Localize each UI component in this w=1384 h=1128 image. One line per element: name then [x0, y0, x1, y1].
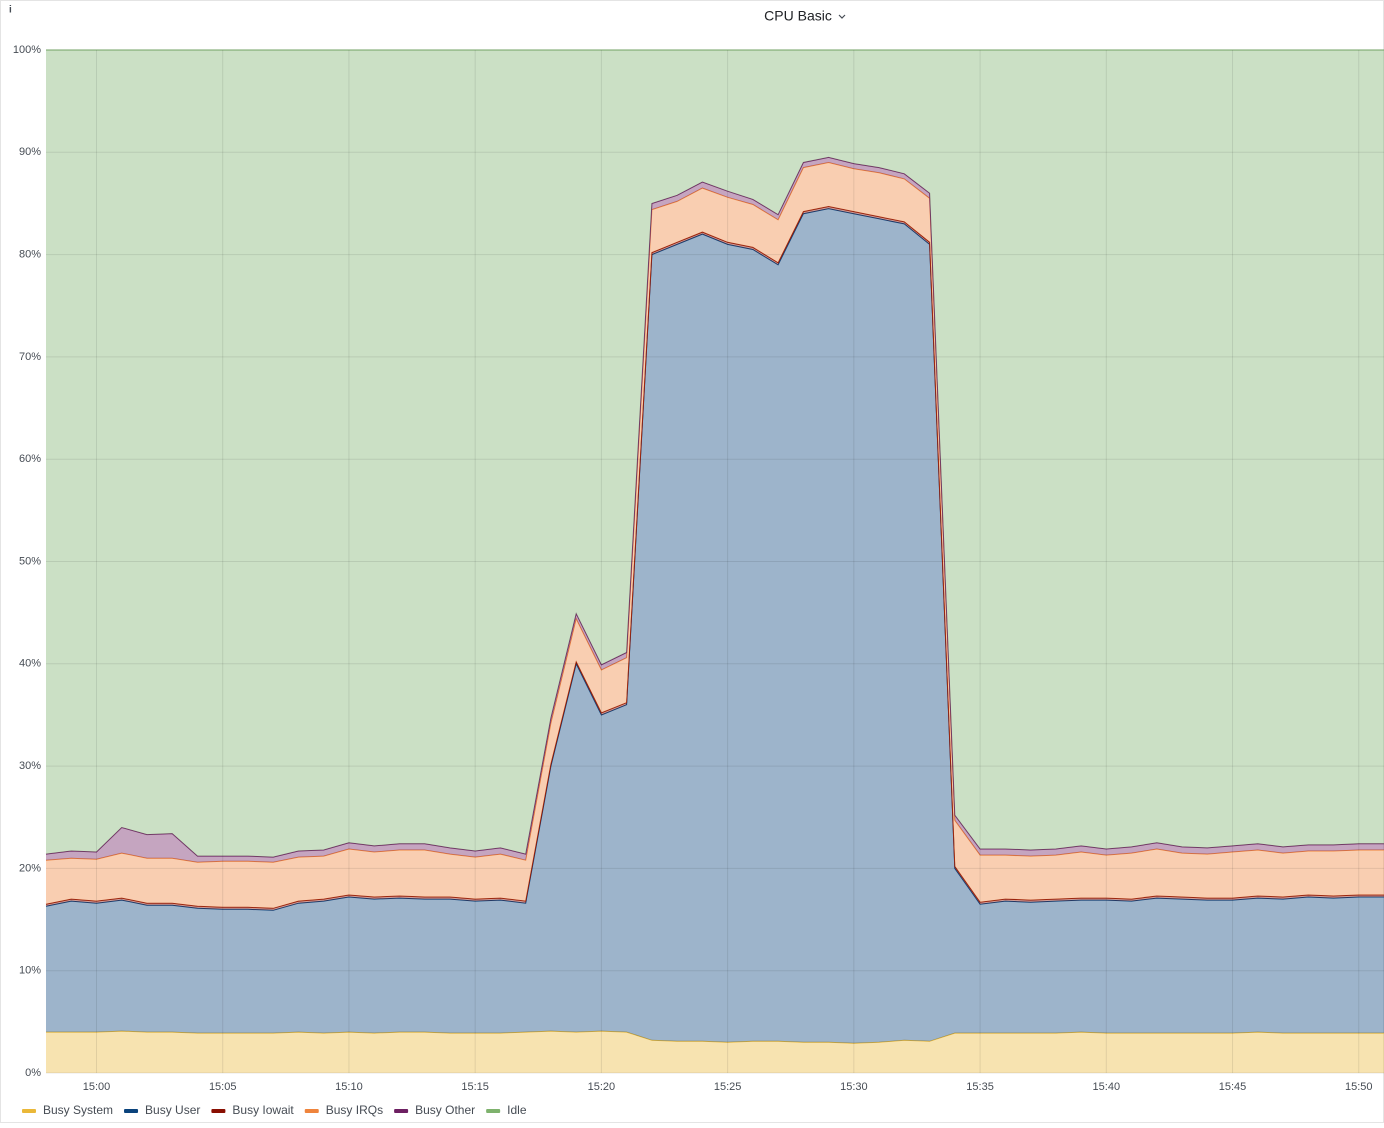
y-tick-label: 100% — [13, 44, 41, 56]
y-tick-label: 10% — [19, 965, 41, 977]
chart-title[interactable]: CPU Basic — [764, 8, 832, 24]
y-tick-label: 70% — [19, 351, 41, 363]
axes: 0% 10% 20% 30% 40% 50% 60% 70% 80% 90% 100% 15:00 15… — [13, 44, 1384, 1093]
legend-swatch — [211, 1109, 226, 1113]
series-line — [45, 161, 1384, 863]
series-line — [45, 208, 1384, 911]
y-tick-label: 30% — [19, 760, 41, 772]
x-tick-label: 15:40 — [1093, 1081, 1121, 1093]
x-tick-label: 15:15 — [461, 1081, 489, 1093]
series-line — [45, 205, 1384, 909]
series-line — [45, 156, 1384, 858]
legend-swatch — [304, 1109, 319, 1113]
area-fill — [46, 1031, 1384, 1073]
x-tick-label: 15:05 — [209, 1081, 237, 1093]
legend-swatch — [124, 1109, 139, 1113]
x-tick-label: 15:20 — [588, 1081, 616, 1093]
plot-area — [45, 49, 1384, 1073]
legend-label[interactable]: Busy User — [145, 1103, 200, 1117]
x-tick-label: 15:35 — [966, 1081, 994, 1093]
legend-swatch — [22, 1109, 36, 1113]
y-tick-label: 90% — [19, 146, 41, 158]
y-tick-label: 0% — [25, 1067, 41, 1079]
series-line — [46, 1030, 1384, 1044]
y-tick-label: 60% — [19, 453, 41, 465]
x-tick-label: 15:10 — [335, 1081, 363, 1093]
legend-label[interactable]: Busy Iowait — [232, 1103, 294, 1117]
title-chevron[interactable] — [838, 14, 846, 19]
x-tick-label: 15:25 — [714, 1081, 742, 1093]
info-icon[interactable]: i — [9, 5, 12, 16]
legend: Busy System Busy User Busy Iowait Busy IRQs… — [22, 1103, 527, 1117]
legend-swatch — [394, 1109, 409, 1113]
legend-swatch — [486, 1109, 501, 1113]
legend-label[interactable]: Idle — [507, 1103, 527, 1117]
y-tick-label: 80% — [19, 249, 41, 261]
x-tick-label: 15:45 — [1219, 1081, 1247, 1093]
area-fill — [46, 208, 1384, 1044]
x-tick-label: 15:50 — [1345, 1081, 1373, 1093]
legend-label[interactable]: Busy System — [43, 1103, 113, 1117]
y-tick-label: 50% — [19, 555, 41, 567]
x-tick-label: 15:30 — [840, 1081, 868, 1093]
area-fill — [46, 50, 1384, 858]
x-tick-label: 15:00 — [83, 1081, 111, 1093]
legend-label[interactable]: Busy IRQs — [326, 1103, 383, 1117]
legend-label[interactable]: Busy Other — [415, 1103, 475, 1117]
y-tick-label: 20% — [19, 862, 41, 874]
y-tick-label: 40% — [19, 658, 41, 670]
